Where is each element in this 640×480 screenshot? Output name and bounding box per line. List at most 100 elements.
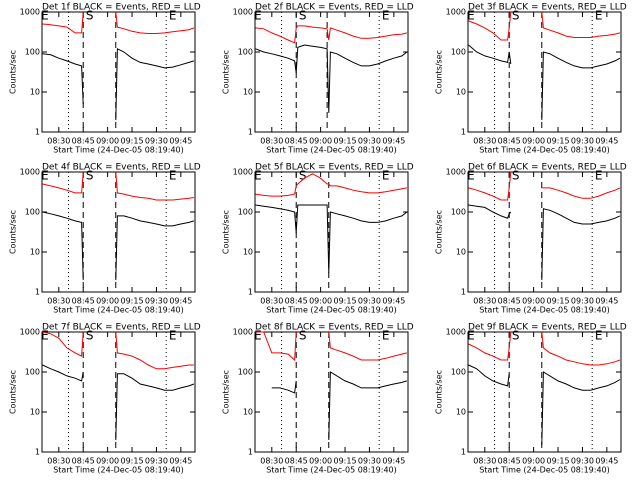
y-tick-label: 100 <box>25 208 40 217</box>
plot-frame <box>254 171 409 293</box>
y-tick-label: 1 <box>248 128 253 137</box>
x-tick-label: 08:30 <box>47 297 70 306</box>
data-line <box>255 173 407 197</box>
data-line <box>42 11 195 34</box>
x-tick-label: 09:00 <box>96 137 119 146</box>
plot-frame <box>254 331 409 453</box>
y-tick-label: 1000 <box>233 8 253 17</box>
event-marker: E <box>595 329 603 343</box>
event-marker: S <box>299 329 307 343</box>
panel: Det 8f BLACK = Events, RED = LLD Counts/s… <box>222 323 414 475</box>
y-tick-label: 100 <box>238 368 253 377</box>
data-line <box>468 171 621 201</box>
panel: Det 4f BLACK = Events, RED = LLD Counts/s… <box>9 163 201 315</box>
y-tick-label: 1 <box>35 288 40 297</box>
x-tick-label: 09:15 <box>120 297 143 306</box>
x-tick-label: 08:45 <box>72 457 95 466</box>
x-tick-label: 08:30 <box>47 457 70 466</box>
x-tick-label: 09:00 <box>522 297 545 306</box>
event-marker: E <box>41 169 49 183</box>
x-tick-label: 09:45 <box>169 297 192 306</box>
y-axis-label: Counts/sec <box>222 210 231 254</box>
y-tick-label: 10 <box>456 88 466 97</box>
event-marker: E <box>595 9 603 23</box>
x-tick-label: 08:45 <box>498 297 521 306</box>
y-tick-label: 1 <box>248 288 253 297</box>
x-tick-label: 08:30 <box>47 137 70 146</box>
data-line <box>468 364 621 446</box>
data-line <box>255 331 408 362</box>
x-tick-label: 09:15 <box>120 457 143 466</box>
x-tick-label: 09:00 <box>96 457 119 466</box>
event-marker: E <box>467 329 475 343</box>
event-marker: E <box>382 9 390 23</box>
data-line <box>255 204 408 273</box>
panel: Det 1f BLACK = Events, RED = LLD Counts/s… <box>9 3 201 155</box>
event-marker: E <box>467 169 475 183</box>
panel-title: Det 1f BLACK = Events, RED = LLD <box>42 3 201 13</box>
x-tick-label: 08:45 <box>72 137 95 146</box>
event-marker: E <box>41 329 49 343</box>
event-marker: S <box>512 169 520 183</box>
event-marker: S <box>299 9 307 23</box>
y-tick-label: 10 <box>243 88 253 97</box>
panel-title: Det 4f BLACK = Events, RED = LLD <box>42 163 201 173</box>
y-axis-label: Counts/sec <box>435 370 444 414</box>
event-marker: E <box>169 329 177 343</box>
panel-title: Det 3f BLACK = Events, RED = LLD <box>468 3 627 13</box>
y-tick-label: 10 <box>30 408 40 417</box>
x-tick-label: 09:30 <box>571 457 594 466</box>
data-line <box>42 211 195 281</box>
x-tick-label: 08:30 <box>260 297 283 306</box>
x-axis-label: Start Time (24-Dec-05 08:19:40) <box>479 146 610 155</box>
event-marker: S <box>299 169 307 183</box>
x-tick-label: 09:30 <box>145 457 168 466</box>
y-tick-label: 10 <box>30 88 40 97</box>
y-axis-label: Counts/sec <box>9 50 18 94</box>
x-axis-label: Start Time (24-Dec-05 08:19:40) <box>53 306 184 315</box>
x-axis-label: Start Time (24-Dec-05 08:19:40) <box>266 306 397 315</box>
y-axis-label: Counts/sec <box>435 210 444 254</box>
data-line <box>42 364 195 441</box>
y-axis-label: Counts/sec <box>222 50 231 94</box>
x-tick-label: 09:15 <box>333 297 356 306</box>
x-tick-label: 09:00 <box>309 297 332 306</box>
x-axis-label: Start Time (24-Dec-05 08:19:40) <box>266 146 397 155</box>
data-line <box>468 44 621 121</box>
event-marker: S <box>86 9 94 23</box>
data-line <box>468 11 621 41</box>
event-marker: E <box>169 9 177 23</box>
y-tick-label: 100 <box>25 48 40 57</box>
y-tick-label: 10 <box>30 248 40 257</box>
event-marker: S <box>86 169 94 183</box>
data-line <box>255 25 408 44</box>
x-tick-label: 09:45 <box>595 137 618 146</box>
x-tick-label: 08:45 <box>285 457 308 466</box>
event-marker: S <box>512 329 520 343</box>
x-tick-label: 08:30 <box>473 137 496 146</box>
x-tick-label: 08:30 <box>473 297 496 306</box>
x-tick-label: 09:30 <box>358 457 381 466</box>
x-tick-label: 09:45 <box>382 457 405 466</box>
x-axis-label: Start Time (24-Dec-05 08:19:40) <box>479 466 610 475</box>
event-marker: E <box>595 169 603 183</box>
plot-frame <box>467 331 622 453</box>
y-tick-label: 10 <box>456 248 466 257</box>
x-tick-label: 09:15 <box>333 457 356 466</box>
y-tick-label: 1000 <box>446 328 466 337</box>
event-marker: E <box>382 169 390 183</box>
x-axis-label: Start Time (24-Dec-05 08:19:40) <box>53 146 184 155</box>
plot-frame <box>41 171 196 293</box>
x-tick-label: 09:30 <box>358 297 381 306</box>
panel: Det 2f BLACK = Events, RED = LLD Counts/s… <box>222 3 414 155</box>
x-tick-label: 09:30 <box>145 297 168 306</box>
y-tick-label: 100 <box>451 48 466 57</box>
plot-frame <box>41 331 196 453</box>
y-axis-label: Counts/sec <box>222 370 231 414</box>
y-tick-label: 1000 <box>446 168 466 177</box>
data-line <box>42 48 195 121</box>
y-tick-label: 1 <box>461 128 466 137</box>
event-marker: S <box>86 329 94 343</box>
y-tick-label: 1000 <box>233 168 253 177</box>
x-tick-label: 09:45 <box>595 297 618 306</box>
